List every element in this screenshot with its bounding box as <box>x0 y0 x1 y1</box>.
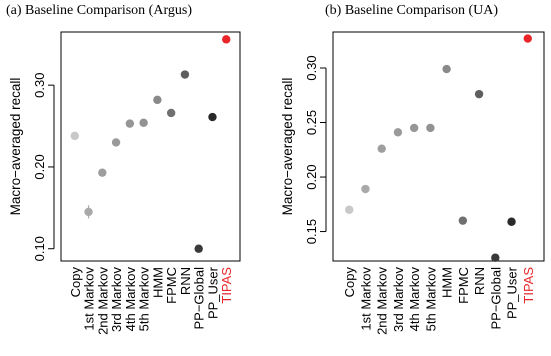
panel-b-point <box>523 34 532 43</box>
panel-a-plot-frame <box>60 31 241 262</box>
panel-a-x-tick-label: PP_User <box>205 266 220 319</box>
panel-a-y-axis-label: Macro−averaged recall <box>8 78 23 216</box>
panel-b-point <box>442 64 451 74</box>
panel-b-point <box>491 253 500 262</box>
panel-b-title: (b) Baseline Comparison (UA) <box>325 3 498 18</box>
panel-a-x-tick-label: HMM <box>150 267 165 298</box>
panel-a-x-tick-label: Copy <box>68 267 83 298</box>
panel-a-point <box>139 118 148 127</box>
panel-b-y-tick-label: 0.30 <box>304 55 319 80</box>
panel-b-point <box>474 89 484 99</box>
panel-a-x-tick-label: TIPAS <box>219 267 234 304</box>
panel-a: (a) Baseline Comparison (Argus) 0.10 0.20 0… <box>6 3 241 335</box>
panel-a-x-tick-label: 3rd Markov <box>109 267 124 333</box>
panel-b: (b) Baseline Comparison (UA) 0.15 0.20 0.25… <box>280 3 545 335</box>
panel-a-point <box>180 70 190 79</box>
panel-b-x-tick-label: PP−Global <box>488 267 503 330</box>
panel-a-x-tick-label: 5th Markov <box>137 267 152 332</box>
panel-a-point <box>70 131 79 141</box>
panel-a-point <box>153 95 162 105</box>
panel-a-x-tick-label: PP−Global <box>192 267 207 330</box>
panel-a-x-tick-label: 4th Markov <box>123 267 138 332</box>
panel-a-point <box>222 35 231 44</box>
panel-b-x-tick-label: TIPAS <box>521 267 536 304</box>
panel-a-title: (a) Baseline Comparison (Argus) <box>6 3 192 18</box>
panel-b-point <box>507 217 516 226</box>
panel-b-point <box>458 216 468 225</box>
panel-b-point <box>409 123 419 133</box>
panel-b-point <box>345 205 354 214</box>
panel-b-x-tick-label: 1st Markov <box>358 267 373 331</box>
panel-b-y-tick-label: 0.15 <box>304 219 319 244</box>
panel-a-x-tick-label: 2nd Markov <box>95 267 110 335</box>
panel-a-y-tick-label: 0.20 <box>32 154 47 179</box>
panel-b-x-tick-label: 4th Markov <box>407 267 422 332</box>
panel-b-x-tick-label: 2nd Markov <box>375 267 390 335</box>
panel-b-plot-frame <box>332 31 545 262</box>
panel-a-y-tick-label: 0.10 <box>32 236 47 261</box>
panel-a-y-tick-label: 0.30 <box>32 73 47 98</box>
panel-a-point <box>84 207 93 217</box>
panel-a-point <box>111 138 121 147</box>
panel-b-x-tick-label: FPMC <box>456 267 471 304</box>
panel-a-point <box>125 119 135 128</box>
panel-b-y-tick-label: 0.25 <box>304 110 319 135</box>
panel-b-y-axis-label: Macro−averaged recall <box>280 78 295 216</box>
panel-b-point <box>361 184 370 194</box>
panel-b-x-tick-label: RNN <box>472 267 487 295</box>
panel-b-x-tick-label: Copy <box>342 267 357 298</box>
panel-a-x-tick-label: FPMC <box>164 267 179 304</box>
panel-a-point <box>98 168 107 177</box>
panel-b-x-tick-label: 3rd Markov <box>391 267 406 333</box>
panel-b-x-tick-label: PP_User <box>505 266 520 319</box>
panel-a-x-tick-label: 1st Markov <box>82 267 97 331</box>
panel-b-x-tick-label: 5th Markov <box>423 267 438 332</box>
panel-b-point <box>393 128 403 137</box>
panel-b-y-tick-label: 0.20 <box>304 164 319 189</box>
panel-a-point <box>208 112 217 122</box>
panel-a-x-tick-label: RNN <box>178 267 193 295</box>
panel-b-point <box>377 144 386 153</box>
panel-b-point <box>426 123 435 133</box>
panel-a-point <box>166 108 176 118</box>
panel-a-point <box>194 244 203 253</box>
panel-b-x-tick-label: HMM <box>440 267 455 298</box>
